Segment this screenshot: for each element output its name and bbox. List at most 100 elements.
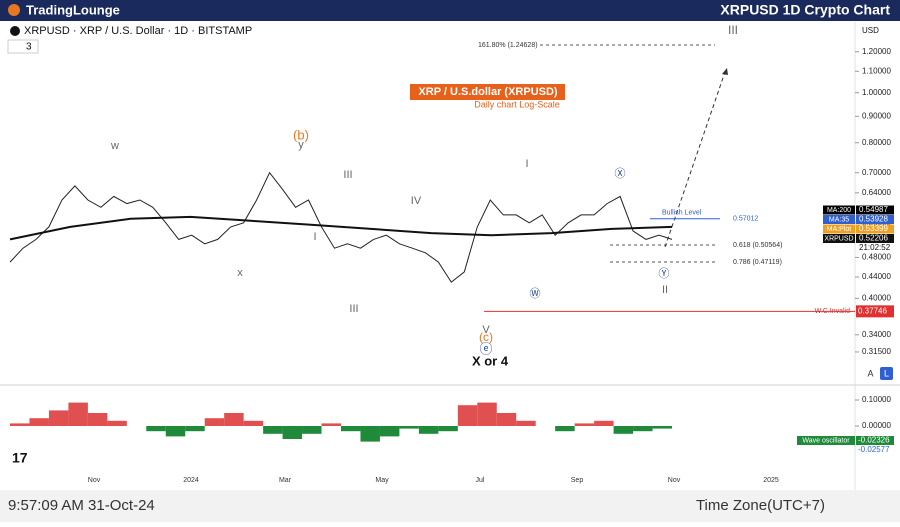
osc-bar <box>633 426 653 432</box>
x-tick-label: Nov <box>88 477 101 484</box>
fib-label: 0.618 (0.50564) <box>733 242 782 249</box>
ma-name: MA:35 <box>829 216 849 223</box>
bullish-level-name: Bullish Level <box>662 210 702 217</box>
x-tick-label: May <box>375 477 389 484</box>
x-tick-label: 2024 <box>183 477 199 484</box>
ma-name: XRPUSD <box>824 235 853 242</box>
osc-bar <box>263 426 283 434</box>
ma-value: 0.54987 <box>859 205 888 214</box>
scale-button[interactable] <box>864 367 877 380</box>
osc-bar <box>243 420 264 426</box>
wave-label: III <box>343 169 352 181</box>
y-tick-label: 0.64000 <box>862 188 891 197</box>
wave-label: I <box>313 231 316 243</box>
osc-bar <box>146 426 166 432</box>
logo: TradingLounge <box>26 2 120 17</box>
chart-subtitle: Daily chart Log-Scale <box>474 99 560 109</box>
osc-value-badge <box>856 436 894 445</box>
wave-label: II <box>662 284 668 296</box>
y-tick-label: 0.80000 <box>862 138 891 147</box>
projection-arrow <box>722 68 728 75</box>
currency: USD <box>862 26 879 35</box>
invalid-badge <box>856 305 894 318</box>
x-tick-label: Mar <box>279 477 292 484</box>
osc-bar <box>302 426 322 434</box>
osc-tick-label: 0.00000 <box>862 421 891 430</box>
countdown: 21:02:52 <box>859 243 891 252</box>
osc-bar <box>29 418 49 426</box>
y-tick-label: 0.48000 <box>862 253 891 262</box>
y-tick-label: 0.90000 <box>862 111 891 120</box>
osc-bar <box>224 413 244 426</box>
header-title: XRPUSD 1D Crypto Chart <box>720 2 890 18</box>
osc-bar <box>282 426 303 439</box>
indicator-count: 3 <box>26 42 32 53</box>
wave-label: Ⓨ <box>659 267 670 280</box>
wave-label: IV <box>411 195 422 207</box>
ma-value-badge <box>856 234 894 243</box>
osc-name: Wave oscillator <box>802 437 850 444</box>
invalid-level-value: 0.37746 <box>858 306 887 315</box>
y-tick-label: 0.40000 <box>862 293 891 302</box>
scale-button-label: L <box>884 368 889 378</box>
invalid-level-name: W.C.Invalid <box>815 308 851 315</box>
osc-bar <box>341 426 361 432</box>
osc-bar <box>555 426 575 432</box>
wave-label: Ⓧ <box>615 167 626 180</box>
y-tick-label: 1.00000 <box>862 88 891 97</box>
osc-bar <box>613 426 634 434</box>
scale-button[interactable] <box>880 367 893 380</box>
x-tick-label: Jul <box>476 477 485 484</box>
osc-bar <box>438 426 458 432</box>
tv-logo: 17 <box>12 450 28 466</box>
ma-value: 0.53928 <box>859 215 888 224</box>
ma-badge <box>823 215 855 224</box>
y-tick-label: 1.20000 <box>862 47 891 56</box>
osc-bar <box>165 426 186 437</box>
x-tick-label: 2025 <box>763 477 779 484</box>
wave-label: V <box>482 324 490 336</box>
ma-value: 0.53399 <box>859 224 888 233</box>
ma-value-badge <box>856 205 894 215</box>
ma-value: 0.52206 <box>859 234 888 243</box>
chart-title: XRP / U.S.dollar (XRPUSD) <box>418 86 557 98</box>
osc-bar <box>418 426 439 434</box>
osc-bar <box>477 402 497 426</box>
osc-tick-label: 0.10000 <box>862 395 891 404</box>
osc-bar <box>68 402 88 426</box>
osc-bar <box>496 413 517 426</box>
wave-label: III <box>349 303 358 315</box>
indicator-toggle[interactable] <box>7 39 39 54</box>
osc-bar <box>360 426 380 442</box>
footer-timezone: Time Zone(UTC+7) <box>696 497 825 514</box>
ma-value-badge <box>856 215 894 224</box>
wave-label: w <box>110 140 119 152</box>
ma-name: MA:200 <box>827 207 851 214</box>
y-tick-label: 0.31500 <box>862 347 891 356</box>
ma200-line <box>9 215 673 241</box>
osc-bar <box>10 423 30 426</box>
wave-label: X or 4 <box>472 353 509 368</box>
wave-label: x <box>237 267 243 279</box>
footer-bar <box>0 490 900 522</box>
footer-time: 9:57:09 AM 31-Oct-24 <box>8 497 155 514</box>
osc-bar <box>594 420 614 426</box>
x-tick-label: Nov <box>668 477 681 484</box>
osc-bar <box>379 426 400 437</box>
y-tick-label: 1.10000 <box>862 66 891 75</box>
x-tick-label: Sep <box>571 477 584 484</box>
osc-bar <box>204 418 225 426</box>
ma-name: MA:Plot <box>827 226 852 233</box>
projection-path <box>664 71 726 248</box>
y-tick-label: 0.44000 <box>862 272 891 281</box>
ma-badge <box>823 205 855 215</box>
osc-bar <box>321 423 341 426</box>
ma-badge <box>823 234 855 243</box>
osc-bar <box>107 420 127 426</box>
wave-label: y <box>298 139 304 151</box>
osc-bar <box>399 426 419 429</box>
wave-label: (c) <box>479 330 493 344</box>
symbol: XRPUSD · XRP / U.S. Dollar · 1D · BITSTA… <box>24 25 252 37</box>
osc-value2: -0.02577 <box>858 445 890 454</box>
